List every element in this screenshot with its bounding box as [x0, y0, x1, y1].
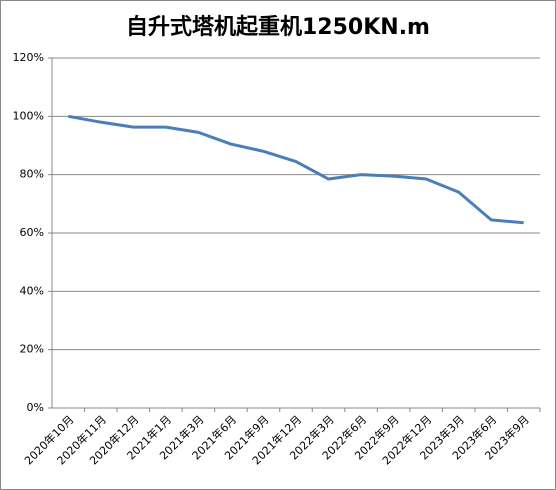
y-tick-label: 100% — [13, 109, 44, 122]
y-tick-label: 120% — [13, 51, 44, 64]
y-tick-label: 80% — [20, 168, 44, 181]
y-tick-label: 0% — [27, 401, 44, 414]
chart-title: 自升式塔机起重机1250KN.m — [126, 14, 430, 40]
y-tick-label: 40% — [20, 284, 44, 297]
y-tick-label: 20% — [20, 343, 44, 356]
data-line — [68, 114, 524, 225]
y-tick-label: 60% — [20, 226, 44, 239]
